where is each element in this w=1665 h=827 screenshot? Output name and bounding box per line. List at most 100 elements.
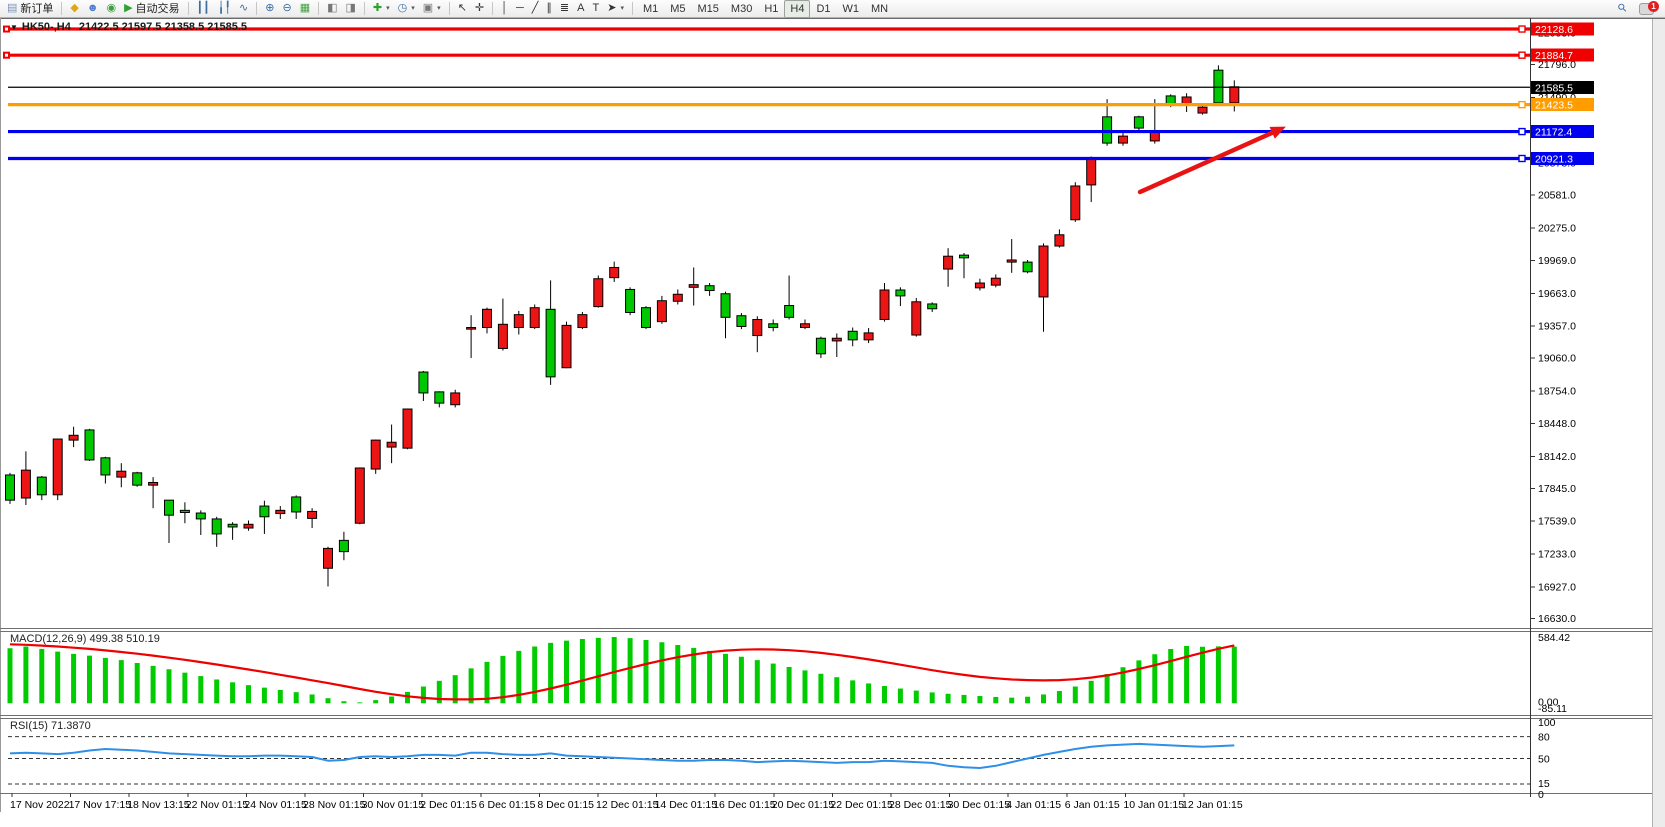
vertical-line-tool-button[interactable]: │ — [497, 0, 512, 18]
data-window-icon: ☻ — [86, 2, 99, 14]
candle-body — [641, 307, 651, 329]
bid-price-badge: 21585.5 — [1531, 80, 1594, 94]
bar-chart-icon: ┃┃ — [196, 2, 210, 14]
price-badge-21423.5: 21423.5 — [1531, 98, 1594, 112]
timeframe-m1-button[interactable]: M1 — [642, 2, 659, 15]
crosshair-tool-button[interactable]: ✛ — [471, 0, 488, 18]
chart-symbol-period: HK50-,H4 — [21, 21, 71, 33]
trend-arrow[interactable] — [1137, 126, 1286, 195]
price-badge-20921.3-text: 20921.3 — [1535, 153, 1573, 165]
price-tick-label: 19663.0 — [1538, 288, 1576, 300]
timeframe-h4-button[interactable]: H4 — [784, 0, 811, 18]
time-tick-label: 2 Dec 01:15 — [420, 799, 477, 811]
timeframe-m15-button[interactable]: M15 — [697, 2, 719, 15]
tile-windows-icon: ▦ — [299, 2, 311, 14]
templates-button[interactable]: ▣ ▾ — [419, 0, 445, 18]
trendline-tool-button[interactable]: ╱ — [528, 0, 543, 18]
text-label-icon: T — [592, 2, 600, 14]
channel-tool-button[interactable]: ∥ — [542, 0, 556, 18]
chart-shift-button[interactable]: ◨ — [342, 0, 360, 18]
toolbar-separator — [492, 2, 494, 15]
crosshair-icon: ✛ — [474, 2, 485, 14]
candle-body — [52, 438, 63, 496]
fibonacci-tool-button[interactable]: ≣ — [556, 0, 573, 18]
rsi-panel: 100 80 50 150 — [8, 717, 1556, 801]
candle-body — [323, 547, 333, 569]
hline-right-handle[interactable] — [1518, 100, 1526, 109]
candle-body — [768, 323, 779, 329]
timeframe-m30-button[interactable]: M30 — [730, 2, 753, 15]
time-tick-label: 10 Jan 01:15 — [1123, 799, 1184, 811]
time-tick-label: 30 Nov 01:15 — [362, 799, 425, 811]
new-order-button[interactable]: ▤ 新订单 — [3, 0, 57, 18]
data-window-button[interactable]: ☻ — [83, 0, 103, 18]
bar-chart-mode-button[interactable]: ┃┃ — [193, 0, 214, 18]
add-indicator-icon: ✚ — [372, 2, 383, 14]
trendline-icon: ╱ — [531, 2, 539, 14]
price-badge-22128.6: 22128.6 — [1531, 22, 1594, 36]
horizontal-line-tool-button[interactable]: ─ — [512, 0, 528, 18]
autotrading-button[interactable]: ▶ 自动交易 — [120, 0, 183, 18]
trend-arrow-line[interactable] — [1137, 129, 1277, 195]
autotrading-button-label: 自动交易 — [135, 2, 180, 15]
cursor-tool-button[interactable]: ↖ — [454, 0, 471, 18]
hline-right-handle[interactable] — [1518, 51, 1526, 59]
chart-dropdown-icon: ▼ — [10, 23, 18, 32]
candle-body — [720, 293, 731, 318]
price-tick-label: 19357.0 — [1538, 321, 1576, 333]
price-badge-21172.4-bg — [1531, 125, 1594, 139]
timeframe-h1-button[interactable]: H1 — [764, 2, 779, 15]
auto-scroll-button[interactable]: ◧ — [323, 0, 341, 18]
candle-body — [1213, 69, 1224, 104]
candle-body — [513, 314, 524, 329]
candle-body — [68, 434, 79, 441]
notifications-button[interactable]: 1 — [1631, 0, 1662, 18]
candle-body — [227, 523, 238, 528]
rsi-indicator-label: RSI(15) 71.3870 — [10, 720, 91, 732]
indicators-button[interactable]: ✚ ▾ — [369, 0, 394, 18]
candle-body — [418, 371, 429, 394]
timeframe-w1-button[interactable]: W1 — [842, 2, 860, 15]
macd-signal-line — [9, 643, 1235, 701]
time-tick-label: 14 Dec 01:15 — [655, 799, 718, 811]
zoom-out-button[interactable]: ⊖ — [278, 0, 295, 18]
price-tick-label: 20275.0 — [1538, 222, 1576, 234]
candle-body — [338, 539, 349, 553]
price-tick-label: 19969.0 — [1538, 255, 1576, 267]
line-chart-mode-button[interactable]: ∿ — [235, 0, 252, 18]
tile-windows-button[interactable]: ▦ — [296, 0, 314, 18]
candle-body — [100, 457, 111, 476]
time-tick-label: 12 Dec 01:15 — [596, 799, 659, 811]
hline-right-handle[interactable] — [1518, 154, 1526, 163]
market-watch-icon: ◆ — [70, 2, 79, 14]
periods-button[interactable]: ◷ ▾ — [394, 0, 419, 18]
candle-body — [609, 266, 620, 279]
candle-body — [132, 472, 143, 486]
candlestick-mode-button[interactable]: ╽╿ — [214, 0, 235, 18]
candle-body — [402, 408, 413, 449]
candle-body — [1229, 86, 1240, 104]
time-tick-label: 12 Jan 01:15 — [1182, 799, 1243, 811]
market-watch-button[interactable]: ◆ — [66, 0, 82, 18]
zoom-in-button[interactable]: ⊕ — [261, 0, 278, 18]
price-badge-22128.6-text: 22128.6 — [1535, 24, 1573, 36]
candle-body — [815, 337, 826, 355]
hline-right-handle[interactable] — [1518, 127, 1526, 136]
price-tick-label: 18754.0 — [1538, 385, 1576, 397]
arrows-tool-button[interactable]: ➤ ▾ — [603, 0, 628, 18]
timeframe-m5-button[interactable]: M5 — [670, 2, 686, 15]
candle-body — [800, 323, 810, 329]
candle-body — [752, 318, 763, 337]
candle-body — [577, 314, 588, 329]
timeframe-d1-button[interactable]: D1 — [816, 2, 831, 15]
horizontal-lines — [3, 25, 1530, 163]
label-tool-button[interactable]: T — [588, 0, 603, 18]
candle-body — [1022, 261, 1033, 273]
toolbar: ▤ 新订单 ◆ ☻ ◉ ▶ 自动交易 ┃┃ ╽╿ ∿ ⊕ ⊖ ▦ ◧ ◨ ✚ ▾ ◷ ▾ ▣ ▾ ↖ ✛ │ ─ ╱ ∥ ≣ A T ➤ ▾ M… — [0, 0, 1665, 18]
text-tool-button[interactable]: A — [573, 0, 588, 18]
search-button[interactable]: ⚲ — [1615, 0, 1631, 18]
hline-right-handle[interactable] — [1518, 25, 1526, 33]
timeframe-mn-button[interactable]: MN — [871, 2, 889, 15]
navigator-button[interactable]: ◉ — [102, 0, 120, 18]
